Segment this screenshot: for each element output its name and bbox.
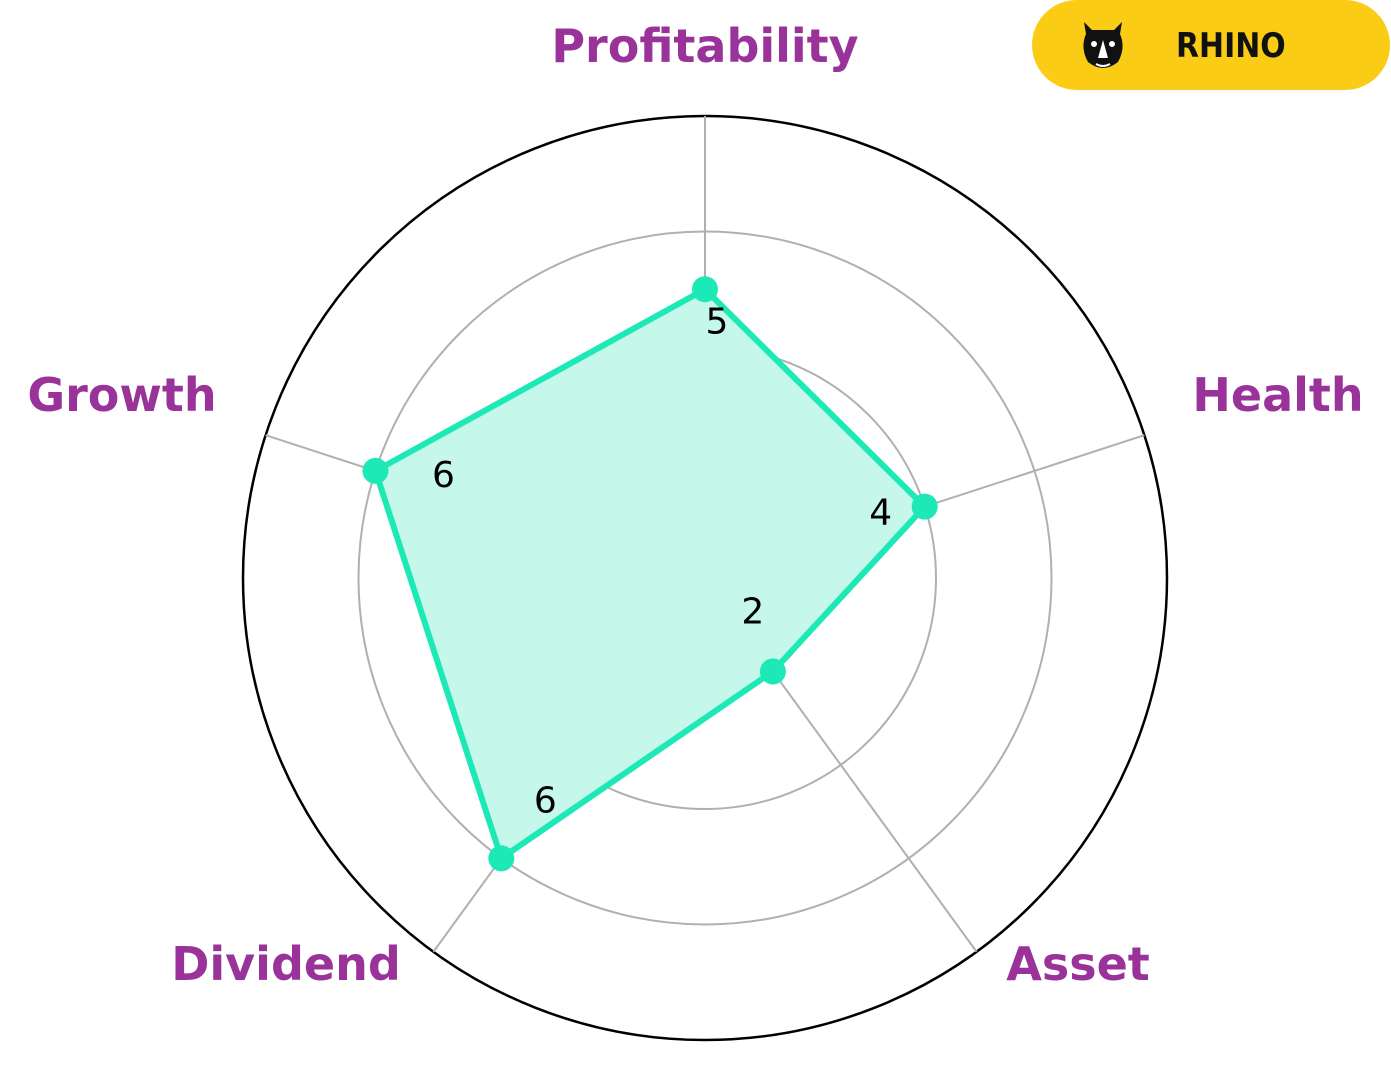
data-point-asset: [759, 658, 786, 685]
data-point-growth: [362, 457, 389, 484]
data-point-dividend: [488, 845, 515, 872]
axis-label-dividend: Dividend: [171, 937, 401, 991]
axis-label-growth: Growth: [27, 368, 216, 422]
radar-series: [362, 276, 938, 872]
axis-label-asset: Asset: [1006, 937, 1150, 991]
data-point-profitability: [692, 276, 718, 303]
brand-name: RHINO: [1176, 26, 1286, 66]
value-label-dividend: 6: [534, 780, 557, 821]
data-point-health: [911, 493, 938, 520]
series-area: [372, 286, 928, 862]
value-label-growth: 6: [432, 455, 455, 496]
axis-label-profitability: Profitability: [551, 19, 858, 73]
value-label-health: 4: [869, 493, 892, 534]
brand-badge: RHINO: [1032, 0, 1390, 90]
axis-label-health: Health: [1192, 368, 1363, 422]
radar-labels: 5 4 2 6 6 Profitability Health Asset Dividend Gro…: [27, 19, 1363, 991]
rhino-logo-icon: [1083, 22, 1123, 68]
value-label-asset: 2: [741, 591, 764, 632]
value-label-profitability: 5: [706, 301, 729, 342]
